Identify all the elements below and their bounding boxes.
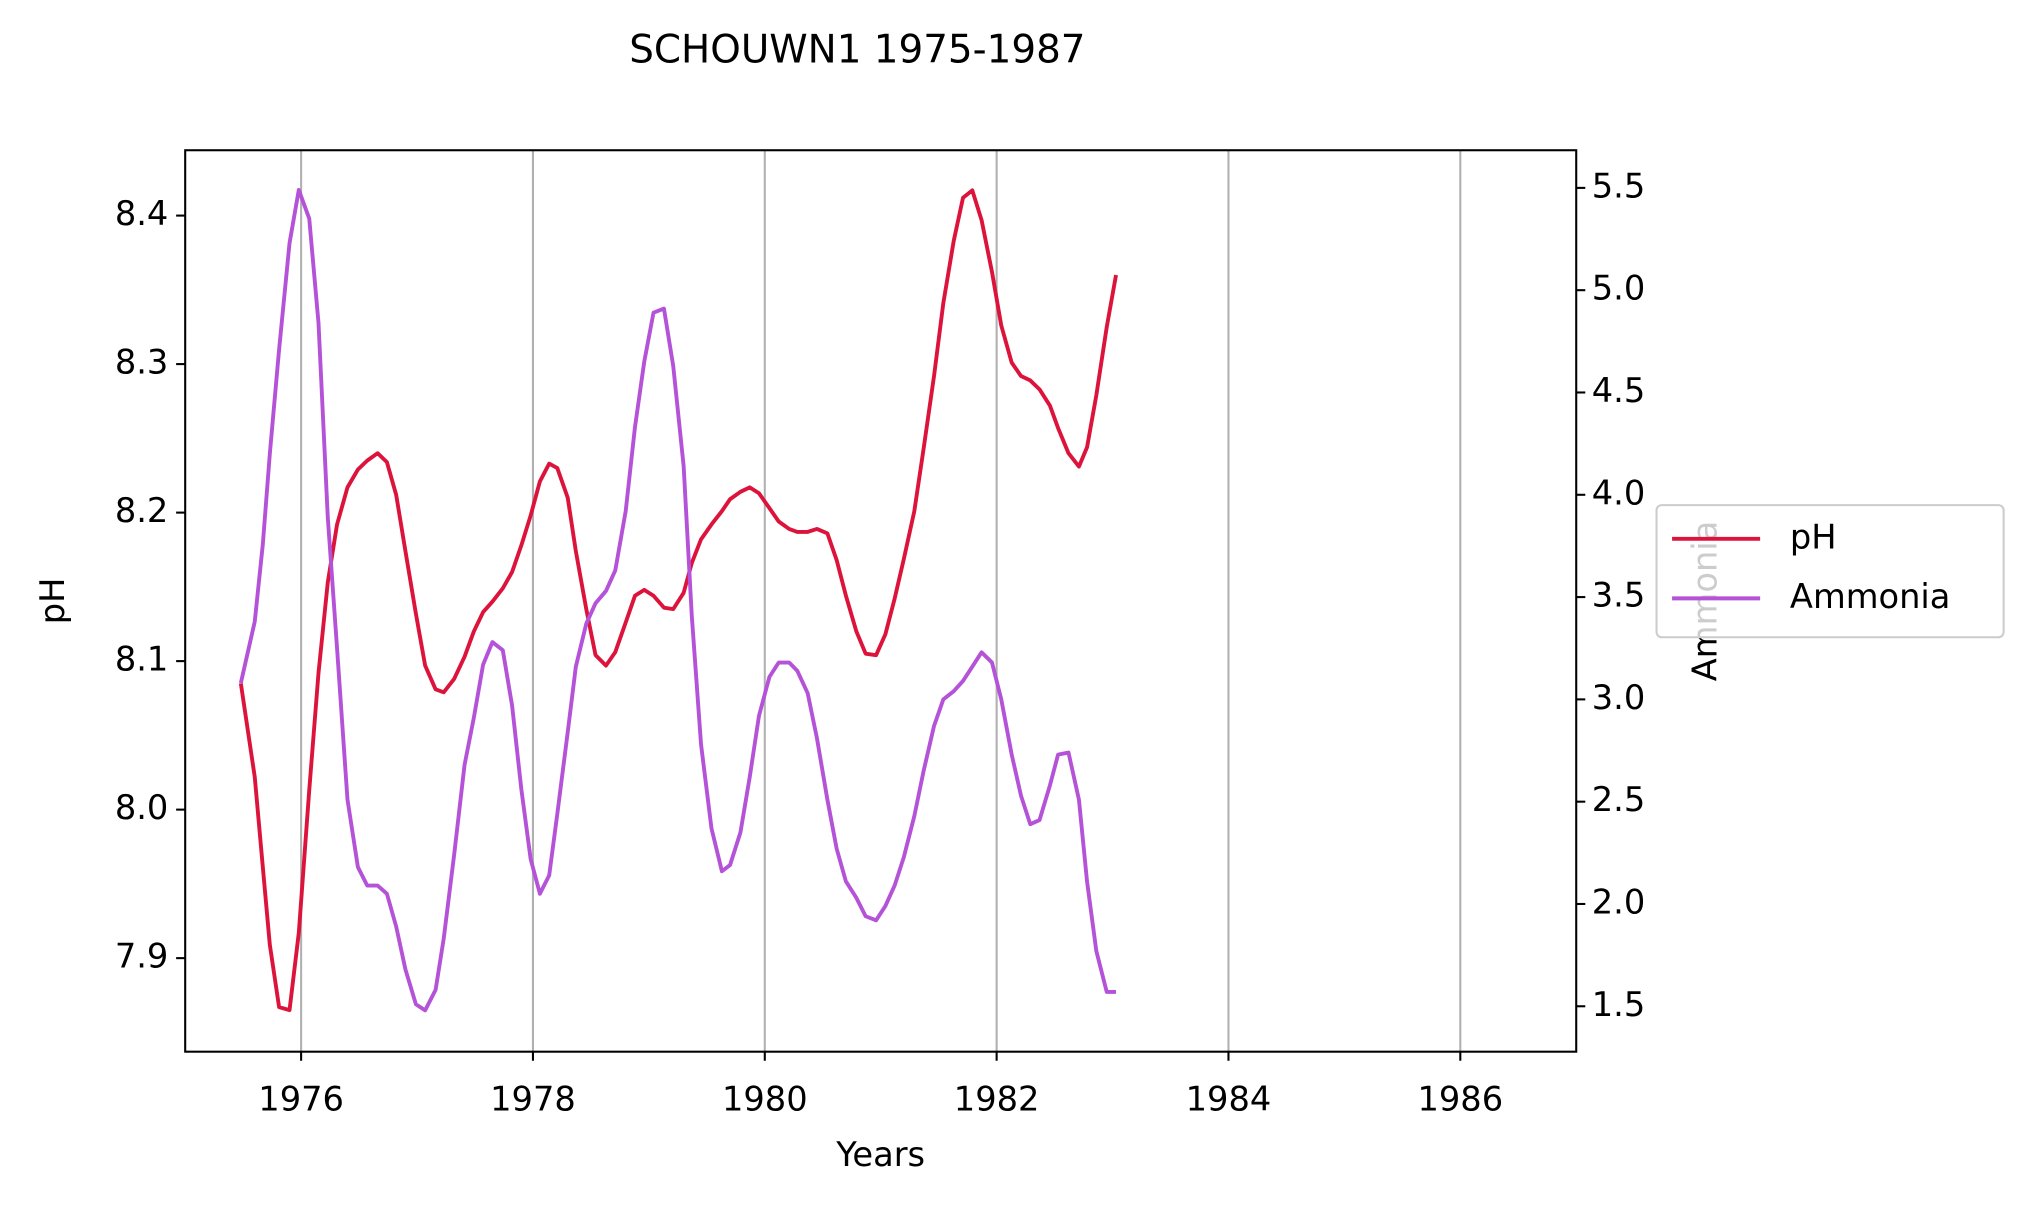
y-tick-label: 7.9: [115, 937, 169, 976]
x-axis-label: Years: [835, 1135, 925, 1174]
x-tick-label: 1976: [258, 1079, 344, 1118]
y2-tick-label: 1.5: [1592, 985, 1646, 1024]
y2-tick-label: 4.5: [1592, 371, 1646, 410]
chart-title: SCHOUWN1 1975-1987: [629, 27, 1085, 72]
plot-frame: [184, 149, 1578, 1053]
y2-tick-label: 2.5: [1592, 780, 1646, 819]
y2-tick-label: 5.5: [1592, 166, 1646, 205]
y2-tick-label: 3.5: [1592, 576, 1646, 615]
y2-tick-label: 2.0: [1592, 882, 1646, 921]
y-tick-label: 8.2: [115, 491, 169, 530]
y-tick-label: 8.4: [115, 194, 169, 233]
legend-label: Ammonia: [1790, 577, 1951, 616]
x-tick-label: 1984: [1186, 1079, 1272, 1118]
y2-tick-label: 4.0: [1592, 473, 1646, 512]
x-tick-label: 1980: [722, 1079, 808, 1118]
x-tick-label: 1982: [954, 1079, 1040, 1118]
y2-tick-label: 5.0: [1592, 269, 1646, 308]
y-tick-label: 8.3: [115, 343, 169, 382]
x-tick-label: 1986: [1417, 1079, 1503, 1118]
y-tick-label: 8.0: [115, 788, 169, 827]
data-line: [238, 188, 1118, 1013]
legend-label: pH: [1790, 517, 1837, 556]
y2-tick-label: 3.0: [1592, 678, 1646, 717]
y-axis-label: pH: [33, 578, 72, 625]
x-tick-label: 1978: [490, 1079, 576, 1118]
y-tick-label: 8.1: [115, 640, 169, 679]
data-line: [238, 187, 1117, 1013]
